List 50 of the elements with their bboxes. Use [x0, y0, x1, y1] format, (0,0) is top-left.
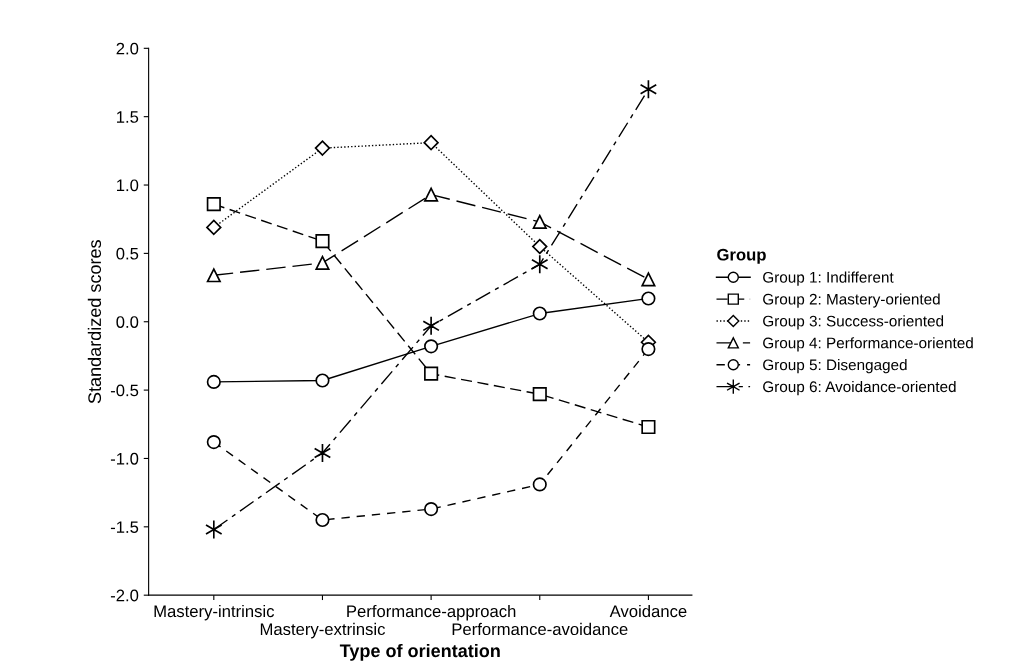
point — [424, 187, 439, 202]
point — [531, 254, 549, 275]
y-tick-label: -0.5 — [110, 384, 139, 397]
point — [205, 519, 223, 540]
point — [315, 233, 330, 249]
legend-label: Group 6: Avoidance-oriented — [763, 380, 956, 396]
legend-title: Group — [717, 248, 766, 264]
point — [532, 387, 547, 402]
point — [206, 374, 221, 389]
y-tick-label: 0.5 — [116, 247, 139, 260]
point — [206, 268, 221, 283]
legend-label: Group 3: Success-oriented — [763, 315, 944, 330]
x-tick-label: Performance-avoidance — [452, 622, 628, 636]
point — [314, 140, 331, 156]
y-axis-title: Standardized scores — [87, 240, 102, 404]
point — [315, 373, 330, 388]
point — [423, 134, 439, 151]
y-tick-label: 1.5 — [117, 111, 139, 123]
legend-label: Group 5: Disengaged — [763, 359, 907, 374]
point — [532, 238, 548, 255]
point — [206, 197, 221, 212]
point — [641, 419, 656, 435]
point — [315, 255, 330, 271]
y-tick-label: -1.5 — [110, 521, 139, 534]
y-tick-label: 0.0 — [116, 316, 139, 328]
point — [424, 366, 439, 381]
point — [206, 219, 222, 236]
legend-label: Group 4: Performance-oriented — [763, 337, 973, 352]
y-tick-label: -1.0 — [110, 452, 139, 465]
x-tick-label: Performance-approach — [347, 604, 516, 621]
x-tick-label: Mastery-intrinsic — [154, 604, 275, 621]
point — [532, 214, 547, 230]
point — [206, 434, 221, 450]
x-tick-label: Avoidance — [609, 604, 687, 618]
point — [641, 342, 656, 357]
point — [532, 306, 547, 321]
point — [315, 512, 330, 528]
point — [424, 339, 439, 354]
y-tick-label: 2.0 — [116, 42, 139, 55]
legend-label: Group 1: Indifferent — [763, 271, 894, 286]
point — [424, 501, 439, 517]
point — [641, 272, 656, 287]
point — [422, 315, 440, 336]
y-tick-label: 1.0 — [117, 179, 139, 192]
point — [641, 291, 656, 306]
point — [532, 477, 547, 492]
x-tick-label: Mastery-extrinsic — [260, 622, 385, 639]
y-tick-label: -2.0 — [110, 589, 139, 602]
x-axis-title: Type of orientation — [339, 643, 500, 661]
legend-label: Group 2: Mastery-oriented — [763, 293, 940, 308]
